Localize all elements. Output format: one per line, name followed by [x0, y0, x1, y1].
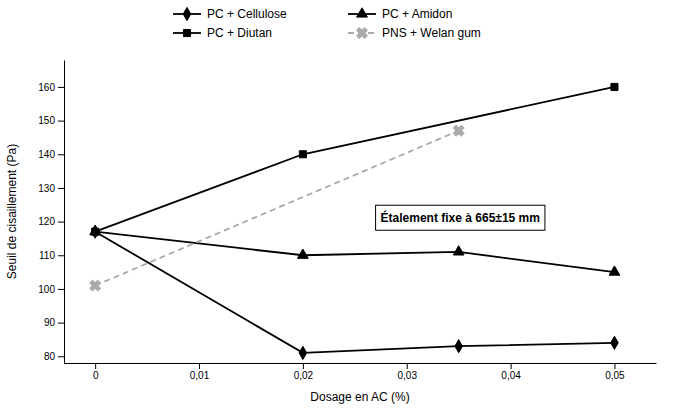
x-axis-line [65, 363, 657, 364]
marker [611, 83, 618, 90]
marker [299, 151, 306, 158]
legend-marker [183, 7, 191, 20]
tick-mark [58, 323, 64, 324]
legend-marker [357, 8, 368, 17]
legend-item: PC + Diutan [173, 26, 272, 40]
y-axis: 80 90 100 110 120 130 140 150 160 [38, 61, 64, 364]
annotation-box [376, 205, 545, 230]
chart: 0 0,01 0,02 0,03 0,04 0,05 80 90 100 110 120 130 140… [0, 0, 676, 409]
line [95, 232, 614, 353]
y-axis-title: Seuil de cisaillement (Pa) [5, 144, 19, 279]
tick-mark [199, 363, 200, 369]
marker [609, 266, 620, 275]
tick: 120 [38, 216, 64, 227]
marker [611, 336, 619, 349]
marker [453, 246, 464, 255]
legend-label: PC + Cellulose [207, 7, 287, 21]
legend-label: PC + Diutan [207, 26, 272, 40]
tick-label: 100 [38, 284, 55, 295]
legend-label: PNS + Welan gum [382, 26, 481, 40]
series [91, 225, 618, 359]
y-axis-line [64, 61, 65, 364]
tick-mark [58, 255, 64, 256]
tick: 100 [38, 284, 64, 295]
series [90, 225, 620, 275]
tick: 140 [38, 149, 64, 160]
marker [298, 249, 309, 258]
tick-label: 90 [44, 317, 56, 328]
marker [451, 123, 467, 139]
tick-mark [58, 121, 64, 122]
tick: 90 [44, 317, 64, 328]
legend-marker [183, 29, 190, 36]
legend-marker [354, 25, 370, 41]
x-axis: 0 0,01 0,02 0,03 0,04 0,05 [65, 363, 657, 381]
tick: 0,04 [501, 363, 521, 381]
tick-mark [511, 363, 512, 369]
tick: 150 [38, 115, 64, 126]
tick: 160 [38, 82, 64, 93]
tick-label: 80 [44, 351, 56, 362]
tick-label: 120 [38, 216, 55, 227]
tick-label: 0,04 [501, 370, 521, 381]
tick-mark [58, 356, 64, 357]
tick: 0,01 [190, 363, 210, 381]
tick-label: 140 [38, 149, 55, 160]
legend: PC + Cellulose PC + Diutan PC + Amidon PNS … [173, 7, 481, 41]
plot-area [87, 83, 620, 359]
tick-label: 0 [93, 370, 99, 381]
x-axis-title: Dosage en AC (%) [310, 390, 409, 404]
tick-label: 0,01 [190, 370, 210, 381]
tick-label: 150 [38, 115, 55, 126]
tick-mark [95, 363, 96, 369]
tick: 130 [38, 183, 64, 194]
tick-mark [58, 188, 64, 189]
legend-item: PC + Amidon [348, 7, 452, 21]
series [92, 83, 618, 235]
tick-mark [614, 363, 615, 369]
tick-mark [303, 363, 304, 369]
tick-label: 0,03 [398, 370, 418, 381]
tick: 0,02 [294, 363, 314, 381]
line [95, 87, 614, 232]
legend-label: PC + Amidon [382, 7, 452, 21]
tick-mark [58, 154, 64, 155]
tick-label: 0,05 [605, 370, 625, 381]
marker [299, 346, 307, 359]
tick-label: 0,02 [294, 370, 314, 381]
annotation-text: Étalement fixe à 665±15 mm [381, 210, 540, 225]
tick: 110 [39, 250, 64, 261]
tick-label: 130 [38, 183, 55, 194]
marker [455, 340, 463, 353]
tick-label: 110 [39, 250, 55, 261]
legend-item: PC + Cellulose [173, 7, 287, 21]
tick-mark [407, 363, 408, 369]
tick-mark [58, 289, 64, 290]
legend-item: PNS + Welan gum [348, 25, 481, 41]
tick-label: 160 [38, 82, 55, 93]
marker [90, 225, 101, 234]
tick: 80 [44, 351, 64, 362]
tick-mark [58, 87, 64, 88]
annotation: Étalement fixe à 665±15 mm [376, 205, 545, 230]
tick: 0 [93, 363, 99, 381]
tick: 0,03 [398, 363, 418, 381]
marker [87, 278, 103, 294]
tick-mark [58, 222, 64, 223]
tick: 0,05 [605, 363, 625, 381]
